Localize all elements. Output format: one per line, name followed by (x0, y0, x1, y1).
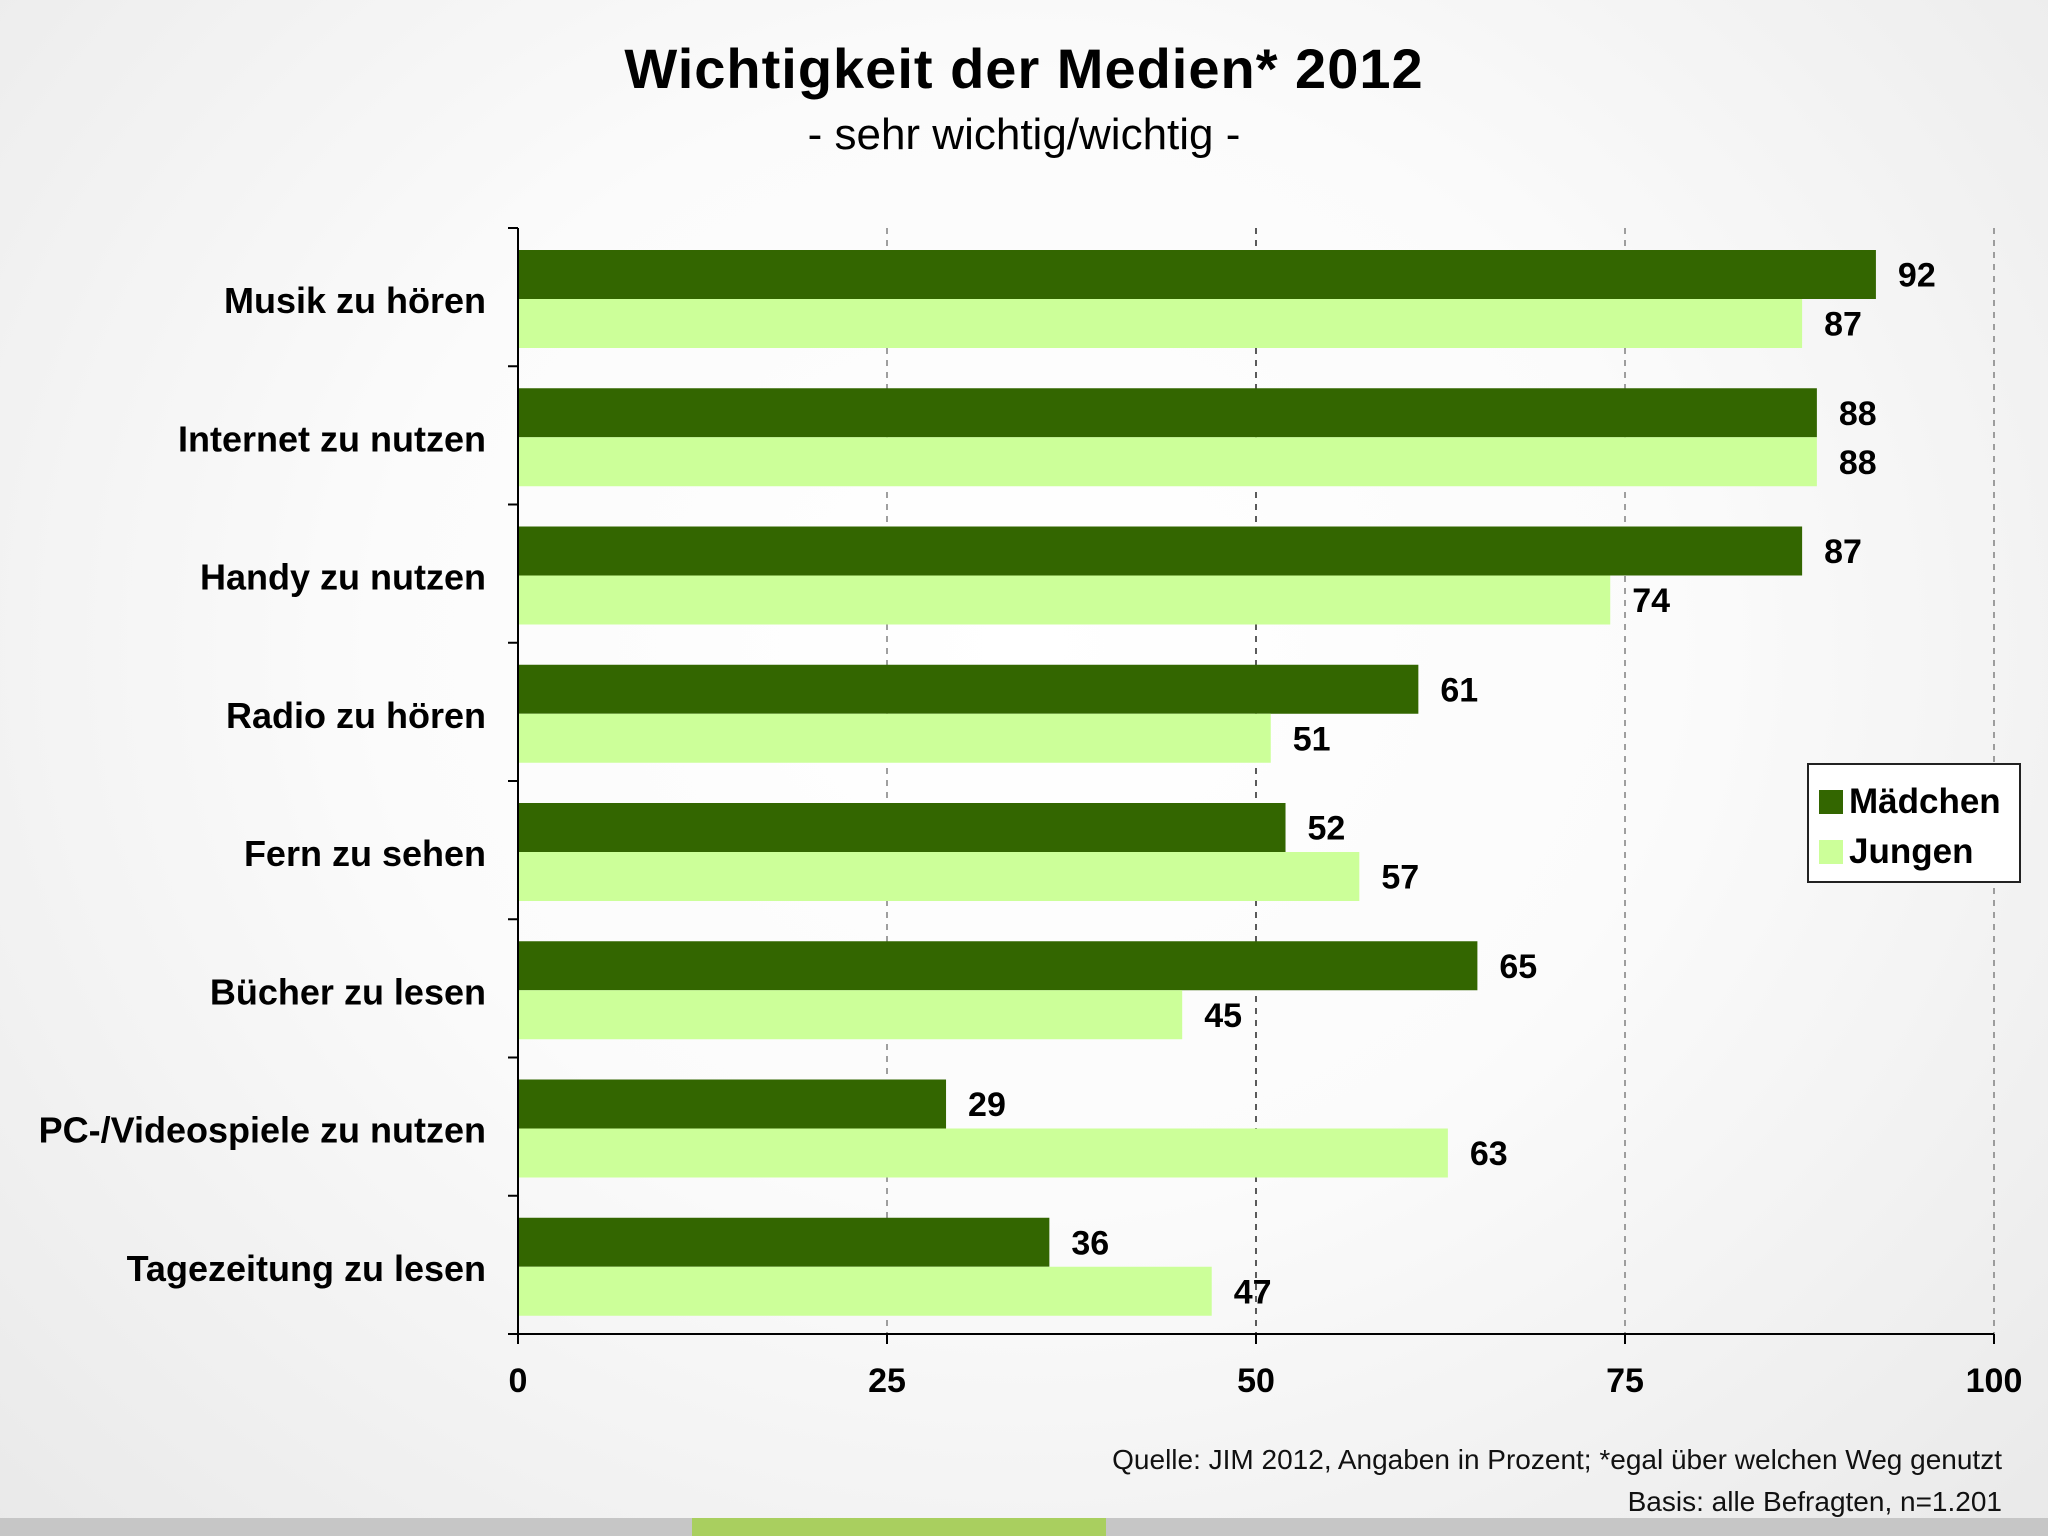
bar-maedchen-2 (518, 526, 1803, 576)
category-label-6: PC-/Videospiele zu nutzen (39, 1110, 486, 1151)
category-label-3: Radio zu hören (226, 695, 486, 736)
value-label-maedchen-3: 61 (1440, 671, 1478, 709)
value-label-maedchen-6: 29 (968, 1086, 1006, 1124)
legend-label-maedchen: Mädchen (1849, 782, 2001, 821)
bar-jungen-6 (518, 1128, 1448, 1178)
value-label-jungen-5: 45 (1204, 997, 1242, 1035)
category-label-1: Internet zu nutzen (178, 418, 486, 459)
chart-legend: Mädchen Jungen (1807, 763, 2021, 883)
chart-subtitle: - sehr wichtig/wichtig - (807, 110, 1241, 159)
bar-jungen-3 (518, 713, 1271, 763)
category-label-2: Handy zu nutzen (200, 557, 486, 598)
value-label-jungen-4: 57 (1381, 859, 1419, 897)
bar-jungen-1 (518, 437, 1817, 487)
value-label-maedchen-5: 65 (1499, 948, 1537, 986)
bar-maedchen-5 (518, 941, 1478, 991)
bar-maedchen-7 (518, 1217, 1050, 1267)
legend-item-jungen: Jungen (1819, 827, 2019, 877)
x-tick-label-25: 25 (868, 1362, 906, 1400)
x-tick-label-75: 75 (1606, 1362, 1644, 1400)
bar-jungen-0 (518, 299, 1803, 348)
bar-maedchen-1 (518, 388, 1817, 438)
value-label-maedchen-0: 92 (1898, 257, 1936, 295)
category-label-5: Bücher zu lesen (210, 971, 486, 1012)
x-tick-label-0: 0 (509, 1362, 528, 1400)
value-label-maedchen-7: 36 (1071, 1224, 1109, 1262)
value-label-maedchen-4: 52 (1308, 810, 1346, 848)
legend-swatch-maedchen (1819, 790, 1843, 814)
bottom-accent-bar (692, 1518, 1106, 1536)
bar-jungen-7 (518, 1266, 1212, 1316)
category-label-7: Tagezeitung zu lesen (127, 1248, 486, 1289)
bar-jungen-2 (518, 575, 1611, 625)
value-label-jungen-6: 63 (1470, 1135, 1508, 1173)
category-label-0: Musik zu hören (224, 280, 486, 321)
value-label-jungen-0: 87 (1824, 306, 1862, 344)
bar-jungen-5 (518, 990, 1183, 1040)
value-label-jungen-1: 88 (1839, 444, 1877, 482)
bar-jungen-4 (518, 852, 1360, 901)
category-label-4: Fern zu sehen (244, 833, 486, 874)
value-label-jungen-2: 74 (1632, 582, 1670, 620)
value-label-jungen-7: 47 (1234, 1273, 1272, 1311)
value-label-jungen-3: 51 (1293, 720, 1331, 758)
x-tick-label-100: 100 (1966, 1362, 2023, 1400)
chart-title: Wichtigkeit der Medien* 2012 (624, 37, 1424, 100)
legend-label-jungen: Jungen (1849, 832, 1974, 871)
legend-swatch-jungen (1819, 840, 1843, 864)
x-tick-label-50: 50 (1237, 1362, 1275, 1400)
basis-note: Basis: alle Befragten, n=1.201 (1627, 1486, 2002, 1517)
bar-maedchen-0 (518, 250, 1876, 299)
legend-item-maedchen: Mädchen (1819, 777, 2019, 827)
bar-maedchen-3 (518, 664, 1419, 714)
source-note: Quelle: JIM 2012, Angaben in Prozent; *e… (1112, 1444, 2002, 1475)
bar-maedchen-4 (518, 803, 1286, 852)
value-label-maedchen-1: 88 (1839, 395, 1877, 433)
value-label-maedchen-2: 87 (1824, 533, 1862, 571)
bar-chart: 92 87 Musik zu hören 88 88 Internet zu nutzen… (39, 227, 2023, 1400)
bar-maedchen-6 (518, 1079, 947, 1129)
